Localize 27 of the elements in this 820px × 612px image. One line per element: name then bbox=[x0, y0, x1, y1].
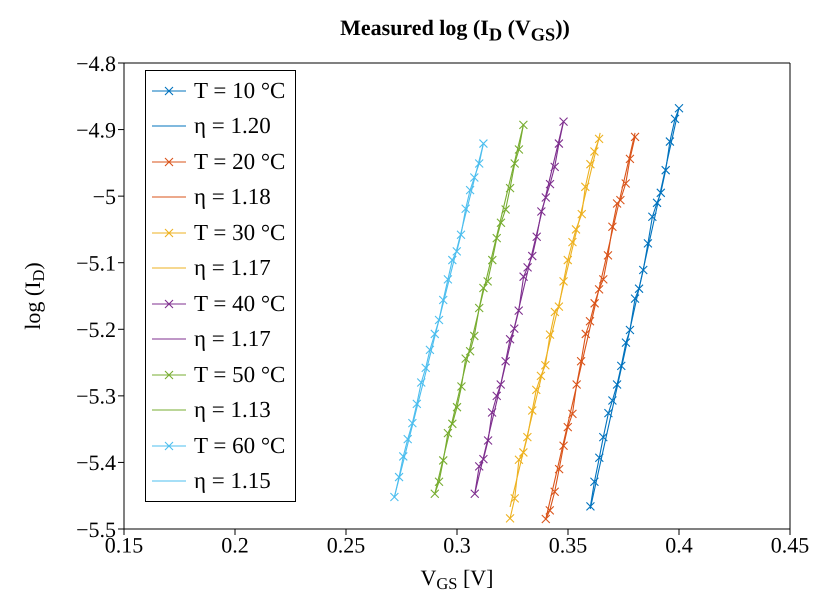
legend-label: η = 1.17 bbox=[194, 255, 271, 282]
x-tick-label: 0.35 bbox=[548, 532, 588, 558]
x-tick-label: 0.45 bbox=[770, 532, 810, 558]
legend-label: η = 1.17 bbox=[194, 326, 271, 352]
y-tick-label: −5.2 bbox=[76, 317, 116, 342]
legend-label: T = 20 °C bbox=[194, 148, 286, 175]
legend-label: T = 30 °C bbox=[194, 220, 286, 246]
x-tick-label: 0.3 bbox=[443, 532, 471, 558]
legend-label: T = 50 °C bbox=[194, 362, 286, 388]
y-tick-label: −5 bbox=[92, 184, 116, 209]
y-tick-label: −5.4 bbox=[76, 450, 116, 476]
x-axis-title: V$_{GS}$ [V] bbox=[420, 565, 494, 594]
y-tick-label: −4.9 bbox=[76, 117, 116, 142]
y-tick-label: −4.8 bbox=[76, 50, 116, 76]
legend-label: T = 60 °C bbox=[194, 432, 286, 459]
legend-label: T = 40 °C bbox=[194, 290, 286, 317]
x-tick-label: 0.25 bbox=[326, 532, 366, 558]
legend-label: T = 10 °C bbox=[194, 78, 286, 104]
chart-title: Measured log (I$_{D}$ (V$_{GS}$)) bbox=[339, 14, 571, 46]
legend-label: η = 1.18 bbox=[194, 184, 271, 210]
y-tick-label: −5.3 bbox=[76, 384, 116, 409]
legend-label: η = 1.13 bbox=[194, 397, 271, 424]
legend-label: η = 1.20 bbox=[194, 113, 271, 140]
y-tick-label: −5.1 bbox=[76, 250, 116, 276]
x-tick-label: 0.2 bbox=[221, 532, 249, 558]
x-tick-label: 0.4 bbox=[665, 532, 693, 558]
legend-label: η = 1.15 bbox=[194, 468, 271, 494]
